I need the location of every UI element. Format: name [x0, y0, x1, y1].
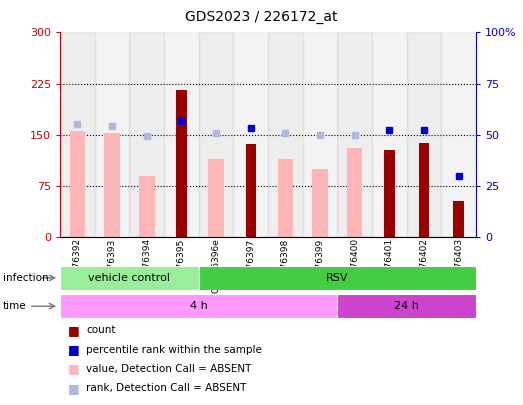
Text: vehicle control: vehicle control [88, 273, 170, 283]
Bar [337, 294, 476, 318]
Text: time: time [3, 301, 26, 311]
Text: RSV: RSV [326, 273, 349, 283]
Text: 4 h: 4 h [190, 301, 208, 311]
Bar [441, 32, 476, 237]
Text: percentile rank within the sample: percentile rank within the sample [86, 345, 262, 354]
Bar [199, 266, 476, 290]
Text: infection: infection [3, 273, 48, 283]
Bar [139, 176, 155, 237]
Text: value, Detection Call = ABSENT: value, Detection Call = ABSENT [86, 364, 252, 374]
Bar [312, 169, 328, 237]
Bar [60, 32, 95, 237]
Bar [303, 32, 337, 237]
Text: count: count [86, 325, 116, 335]
Bar [419, 143, 429, 237]
Bar [164, 32, 199, 237]
Text: 24 h: 24 h [394, 301, 419, 311]
Bar [176, 90, 187, 237]
Bar [384, 150, 394, 237]
Bar [60, 294, 337, 318]
Bar [129, 32, 164, 237]
Bar [60, 266, 199, 290]
Bar [245, 143, 256, 237]
Bar [70, 131, 85, 237]
Bar [199, 32, 233, 237]
Bar [104, 133, 120, 237]
Bar [347, 148, 362, 237]
Bar [337, 32, 372, 237]
Bar [407, 32, 441, 237]
Bar [233, 32, 268, 237]
Bar [278, 158, 293, 237]
Bar [208, 158, 224, 237]
Text: ■: ■ [68, 324, 79, 337]
Bar [95, 32, 129, 237]
Text: GDS2023 / 226172_at: GDS2023 / 226172_at [185, 10, 338, 24]
Text: ■: ■ [68, 343, 79, 356]
Text: rank, Detection Call = ABSENT: rank, Detection Call = ABSENT [86, 384, 247, 393]
Bar [268, 32, 303, 237]
Text: ■: ■ [68, 362, 79, 375]
Text: ■: ■ [68, 382, 79, 395]
Bar [453, 201, 464, 237]
Bar [372, 32, 407, 237]
